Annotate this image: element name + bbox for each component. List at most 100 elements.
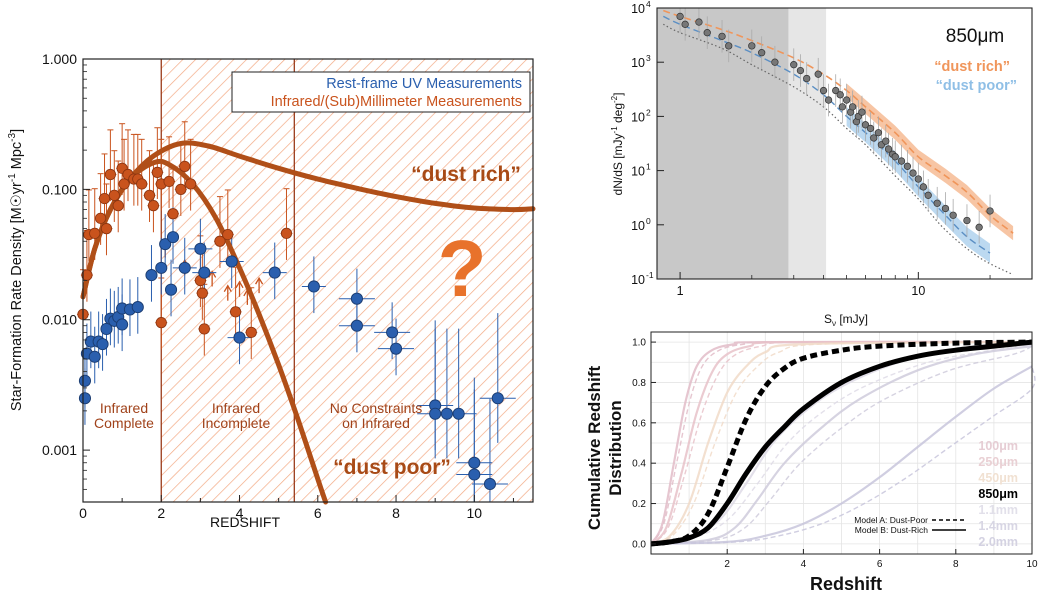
sfr-xlabel: REDSHIFT bbox=[210, 514, 280, 530]
sfr-y-tick-label: 0.010 bbox=[42, 312, 77, 328]
uv-data-point bbox=[389, 342, 403, 355]
uv-data-point bbox=[159, 238, 172, 251]
model-legend-a: Model A: Dust-Poor bbox=[854, 515, 928, 525]
cumulative-axes: 2 4 6 8 10 1.0 0.8 0.6 0.4 0.2 0.0 bbox=[632, 338, 1038, 570]
counts-data-point bbox=[703, 29, 711, 37]
ir-data-point bbox=[185, 178, 197, 190]
counts-data-point bbox=[933, 199, 941, 207]
sfr-x-tick-label: 4 bbox=[236, 505, 244, 521]
counts-data-point bbox=[803, 74, 811, 83]
shaded-region-light bbox=[788, 8, 827, 279]
ir-data-point bbox=[118, 178, 130, 190]
faint-cdf-curve-dashed bbox=[650, 345, 1033, 545]
sfr-x-tick-label: 2 bbox=[157, 505, 165, 521]
counts-legend-dust-rich: “dust rich” bbox=[934, 59, 1010, 75]
counts-y-tick-exponent: -1 bbox=[646, 270, 654, 280]
curve-label-dust-rich: “dust rich” bbox=[411, 163, 521, 186]
uv-data-point bbox=[96, 338, 109, 351]
region-label-no-constraints-1: No Constraints bbox=[330, 400, 423, 416]
uv-data-point bbox=[429, 407, 442, 420]
counts-data-point bbox=[836, 91, 844, 99]
counts-data-point bbox=[758, 49, 766, 57]
model-legend: Model A: Dust-Poor Model B: Dust-Rich bbox=[854, 515, 966, 535]
region-label-infrared-incomplete-1: Infrared bbox=[212, 400, 260, 416]
cumulative-y-tick-label: 0.0 bbox=[632, 539, 646, 550]
uv-data-point bbox=[225, 255, 238, 268]
counts-data-point bbox=[884, 145, 893, 153]
cumulative-ylabel-line-2: Distribution bbox=[606, 400, 625, 495]
counts-data-point bbox=[986, 207, 994, 215]
sfr-ylabel-part-5: -3 bbox=[7, 132, 18, 141]
counts-ylabel-part-5: ] bbox=[611, 93, 625, 96]
sfr-ylabel-part-4: Mpc bbox=[9, 142, 25, 173]
faint-cdf-curve bbox=[650, 365, 1033, 545]
counts-y-tick-label: 10 bbox=[631, 219, 645, 233]
uv-data-point bbox=[233, 331, 246, 344]
uv-data-point bbox=[145, 269, 158, 282]
counts-data-point bbox=[848, 103, 857, 111]
ir-limit-arrow-head bbox=[235, 280, 244, 289]
wavelength-legend: 100μm 250μm 450μm 850μm 1.1mm 1.4mm 2.0m… bbox=[978, 439, 1018, 549]
cumulative-y-tick-label: 0.6 bbox=[632, 418, 646, 429]
sfr-legend-box bbox=[231, 71, 531, 113]
wl-legend-100um: 100μm bbox=[978, 439, 1018, 453]
cumulative-x-tick-label: 8 bbox=[953, 559, 959, 570]
counts-dust-rich-curve bbox=[663, 9, 1014, 234]
counts-x-tick-label: 10 bbox=[911, 284, 925, 298]
counts-data-point bbox=[681, 20, 689, 28]
uv-data-point bbox=[468, 456, 481, 469]
counts-data-point bbox=[796, 66, 805, 75]
counts-xlabel-suffix: [mJy] bbox=[836, 312, 868, 326]
counts-ylabel: dN/dS [mJy-1 deg-2] bbox=[610, 93, 625, 196]
sfr-ylabel-text: Star-Formation Rate Density [M☉yr-1 Mpc-… bbox=[7, 129, 25, 411]
cumulative-x-tick-label: 10 bbox=[1026, 559, 1038, 570]
dust-rich-band bbox=[846, 83, 1014, 241]
uv-data-point bbox=[350, 292, 363, 305]
counts-y-tick-exponent: 3 bbox=[646, 53, 651, 63]
region-label-infrared-complete-2: Complete bbox=[94, 415, 154, 431]
question-mark: ? bbox=[438, 224, 487, 313]
sfr-x-tick-label: 6 bbox=[314, 505, 322, 521]
counts-data-point bbox=[725, 42, 733, 50]
uv-data-point bbox=[440, 407, 453, 420]
counts-data-marks bbox=[663, 8, 1014, 276]
counts-ylabel-part-2: -1 bbox=[610, 126, 619, 134]
uv-data-point bbox=[155, 261, 168, 274]
counts-data-point bbox=[814, 70, 822, 78]
ir-data-point bbox=[245, 326, 257, 338]
uv-data-point bbox=[468, 468, 481, 481]
counts-data-point bbox=[882, 137, 890, 145]
cumulative-x-tick-label: 6 bbox=[877, 559, 883, 570]
counts-data-point bbox=[718, 32, 726, 40]
sfr-y-tick-label: 0.001 bbox=[42, 442, 77, 458]
counts-data-point bbox=[903, 162, 912, 170]
ir-data-point bbox=[112, 200, 124, 212]
cumulative-ylabel: Cumulative Redshift Distribution bbox=[585, 365, 625, 530]
counts-data-point bbox=[891, 153, 899, 161]
ir-data-point bbox=[98, 192, 111, 205]
counts-data-point bbox=[838, 103, 847, 111]
counts-y-tick-exponent: 1 bbox=[646, 162, 651, 172]
cumulative-y-tick-label: 0.4 bbox=[632, 459, 646, 470]
legend-uv: Rest-frame UV Measurements bbox=[326, 76, 522, 92]
uv-data-point bbox=[307, 280, 320, 293]
ir-data-point bbox=[147, 200, 160, 212]
counts-ylabel-text: dN/dS [mJy-1 deg-2] bbox=[610, 93, 625, 196]
uv-data-point bbox=[116, 318, 129, 331]
counts-data-point bbox=[842, 96, 851, 104]
counts-data-point bbox=[924, 191, 932, 199]
counts-data-point bbox=[832, 86, 840, 95]
cumulative-plot-frame bbox=[650, 331, 1033, 555]
counts-y-tick-label: 10 bbox=[631, 56, 645, 70]
cumulative-y-tick-label: 1.0 bbox=[632, 338, 646, 349]
ir-data-point bbox=[143, 189, 156, 201]
faint-cdf-curve bbox=[650, 345, 1033, 545]
wavelength-label-850: 850μm bbox=[946, 26, 1004, 47]
uv-data-point bbox=[78, 392, 92, 405]
counts-data-point bbox=[771, 58, 779, 66]
counts-data-point bbox=[919, 183, 928, 191]
faint-cdf-curve-dashed bbox=[650, 343, 1033, 545]
uv-data-point bbox=[452, 407, 465, 420]
counts-data-point bbox=[874, 129, 883, 137]
